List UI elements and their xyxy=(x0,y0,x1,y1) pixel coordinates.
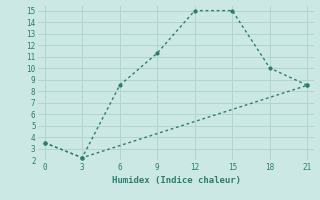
X-axis label: Humidex (Indice chaleur): Humidex (Indice chaleur) xyxy=(111,176,241,185)
